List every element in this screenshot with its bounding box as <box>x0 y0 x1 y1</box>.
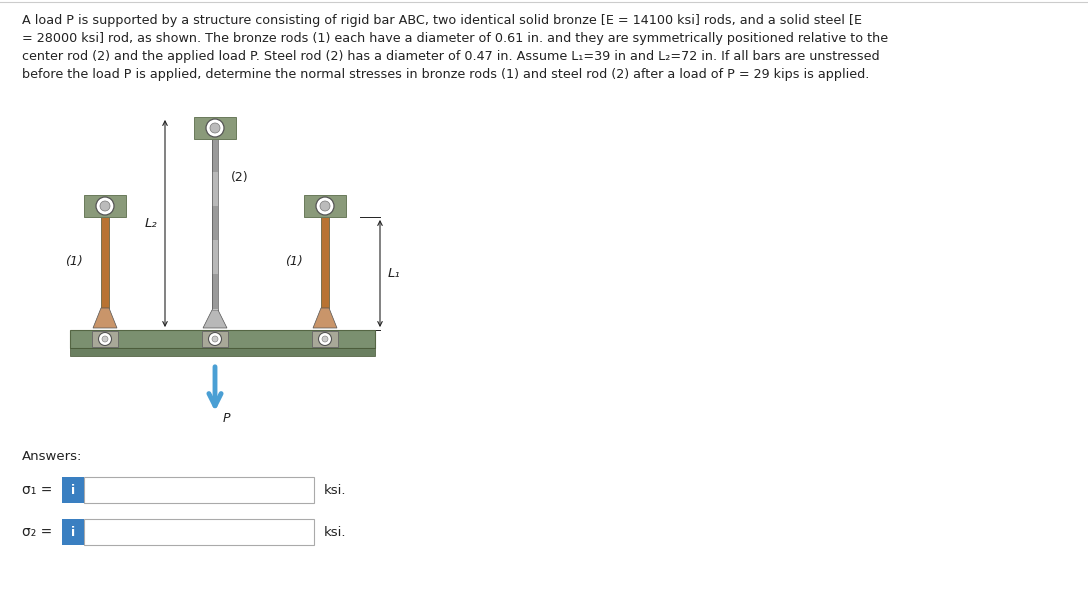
Text: A load P is supported by a structure consisting of rigid bar ABC, two identical : A load P is supported by a structure con… <box>22 14 862 27</box>
Polygon shape <box>92 308 118 328</box>
Text: ksi.: ksi. <box>324 525 346 538</box>
Bar <box>212 138 218 310</box>
Circle shape <box>316 197 334 215</box>
Circle shape <box>96 197 114 215</box>
Text: Answers:: Answers: <box>22 450 83 463</box>
Text: (2): (2) <box>231 171 249 183</box>
Bar <box>212 138 218 173</box>
Bar <box>212 274 218 309</box>
Text: before the load P is applied, determine the normal stresses in bronze rods (1) a: before the load P is applied, determine … <box>22 68 869 81</box>
Circle shape <box>210 123 220 133</box>
Circle shape <box>320 201 330 211</box>
Bar <box>101 215 109 308</box>
Text: (1): (1) <box>285 255 302 268</box>
Text: σ₂ =: σ₂ = <box>22 525 52 539</box>
Circle shape <box>212 336 218 342</box>
Circle shape <box>206 119 224 137</box>
Text: center rod (2) and the applied load P. Steel rod (2) has a diameter of 0.47 in. : center rod (2) and the applied load P. S… <box>22 50 879 63</box>
Circle shape <box>319 333 332 346</box>
Circle shape <box>322 336 327 342</box>
Text: (1): (1) <box>65 255 83 268</box>
Bar <box>92 331 118 347</box>
Bar <box>212 240 218 275</box>
Circle shape <box>100 201 110 211</box>
Text: L₂: L₂ <box>145 217 157 230</box>
Bar <box>84 477 314 503</box>
Text: C: C <box>312 340 321 353</box>
Text: B: B <box>227 340 236 353</box>
Polygon shape <box>312 215 338 217</box>
Polygon shape <box>203 310 227 328</box>
Text: i: i <box>71 525 75 538</box>
Bar <box>304 195 346 217</box>
Bar <box>212 172 218 207</box>
Bar <box>312 331 338 347</box>
Text: P: P <box>223 412 231 425</box>
Circle shape <box>99 333 111 346</box>
Text: ksi.: ksi. <box>324 484 346 496</box>
Circle shape <box>209 333 222 346</box>
Bar <box>194 117 236 139</box>
Bar <box>202 331 228 347</box>
Polygon shape <box>92 215 118 217</box>
Bar <box>321 215 329 308</box>
Bar <box>84 519 314 545</box>
Polygon shape <box>202 138 228 139</box>
Text: σ₁ =: σ₁ = <box>22 483 52 497</box>
Bar <box>84 195 126 217</box>
Text: i: i <box>71 484 75 496</box>
Bar <box>70 348 375 356</box>
Bar <box>212 206 218 241</box>
Text: A: A <box>119 340 127 353</box>
Text: = 28000 ksi] rod, as shown. The bronze rods (1) each have a diameter of 0.61 in.: = 28000 ksi] rod, as shown. The bronze r… <box>22 32 888 45</box>
Circle shape <box>102 336 108 342</box>
Bar <box>62 477 84 503</box>
Text: L₁: L₁ <box>388 267 400 280</box>
Polygon shape <box>313 308 337 328</box>
Bar <box>70 330 375 348</box>
Bar <box>62 519 84 545</box>
